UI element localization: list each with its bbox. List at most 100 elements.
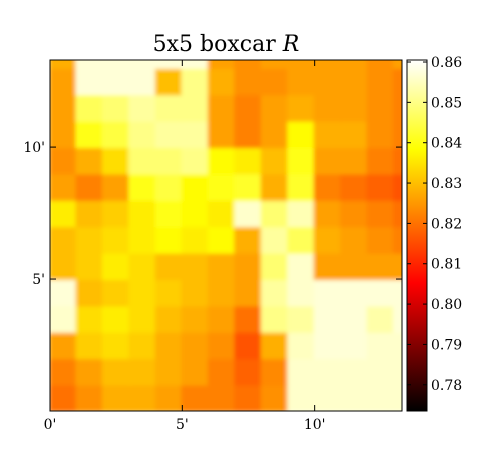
heatmap-cell (50, 304, 78, 333)
heatmap-cell (207, 146, 237, 175)
heatmap-cell (366, 330, 396, 360)
heatmap-cell (207, 383, 237, 411)
heatmap-cell (313, 198, 343, 228)
colorbar-tick-label: 0.80 (431, 297, 462, 313)
heatmap-cell (154, 198, 184, 228)
heatmap-cell (154, 146, 184, 175)
heatmap-cell (181, 119, 210, 149)
heatmap-cell (340, 146, 369, 175)
heatmap-cell (50, 172, 78, 201)
heatmap-cell (234, 278, 263, 307)
heatmap-cell (101, 119, 131, 149)
heatmap-cell (366, 278, 396, 307)
heatmap-cell (75, 146, 104, 175)
heatmap-cell (154, 119, 184, 149)
colorbar-tick-label: 0.86 (431, 55, 462, 71)
heatmap-cell (154, 172, 184, 201)
heatmap-cell (393, 357, 402, 386)
heatmap-cell (366, 93, 396, 122)
x-tick-label: 5' (176, 417, 189, 433)
x-tick-label: 10' (304, 417, 326, 433)
heatmap-cell (313, 66, 343, 96)
heatmap-cell (234, 383, 263, 411)
heatmap-cell (340, 251, 369, 281)
heatmap-cell (207, 93, 237, 122)
heatmap-cell (287, 278, 316, 307)
heatmap-cell (50, 66, 78, 96)
heatmap-cell (234, 119, 263, 149)
heatmap-cell (340, 93, 369, 122)
heatmap-cell (101, 304, 131, 333)
heatmap-cell (393, 330, 402, 360)
colorbar-tick-label: 0.79 (431, 337, 462, 353)
heatmap-cell (313, 146, 343, 175)
heatmap-cell (340, 119, 369, 149)
heatmap-cell (50, 119, 78, 149)
heatmap-cell (234, 172, 263, 201)
heatmap-cell (313, 251, 343, 281)
heatmap-cell (234, 198, 263, 228)
heatmap-cell (101, 357, 131, 386)
heatmap-cell (207, 225, 237, 254)
heatmap-cell (393, 225, 402, 254)
heatmap-cell (313, 278, 343, 307)
plot-frame (49, 59, 403, 412)
heatmap-cell (50, 93, 78, 122)
heatmap-cell (154, 357, 184, 386)
heatmap-cell (128, 119, 157, 149)
heatmap-cell (207, 251, 237, 281)
heatmap-cell (128, 304, 157, 333)
heatmap-cell (287, 119, 316, 149)
y-tick-label: 5' (32, 272, 45, 288)
heatmap-cell (181, 225, 210, 254)
heatmap-cell (75, 60, 104, 69)
heatmap-cell (287, 60, 316, 69)
heatmap-cell (287, 172, 316, 201)
heatmap-cell (101, 198, 131, 228)
heatmap-cell (181, 146, 210, 175)
heatmap-cell (366, 146, 396, 175)
heatmap-cell (234, 330, 263, 360)
heatmap-cell (181, 93, 210, 122)
heatmap-cell (260, 146, 290, 175)
heatmap-cell (181, 278, 210, 307)
heatmap-cell (128, 146, 157, 175)
heatmap-cell (260, 251, 290, 281)
heatmap-cell (287, 198, 316, 228)
heatmap-cell (101, 172, 131, 201)
heatmap-cell (366, 66, 396, 96)
heatmap-cell (260, 93, 290, 122)
heatmap-cell (207, 119, 237, 149)
heatmap-cell (287, 304, 316, 333)
heatmap-cell (234, 146, 263, 175)
heatmap-cell (154, 60, 184, 69)
heatmap-cell (313, 60, 343, 69)
heatmap-cell (207, 60, 237, 69)
heatmap-cell (75, 66, 104, 96)
heatmap-cell (128, 66, 157, 96)
chart-title: 5x5 boxcar R (153, 32, 300, 57)
heatmap-cell (128, 93, 157, 122)
heatmap-cell (207, 198, 237, 228)
heatmap-cell (50, 146, 78, 175)
heatmap-cell (101, 330, 131, 360)
colorbar-tick-label: 0.78 (431, 378, 462, 394)
heatmap-cell (128, 278, 157, 307)
heatmap-cell (393, 251, 402, 281)
colorbar-tick-label: 0.85 (431, 95, 462, 111)
heatmap-cell (393, 198, 402, 228)
colorbar-tick-label: 0.81 (431, 257, 462, 273)
heatmap-cell (101, 278, 131, 307)
heatmap-cell (154, 251, 184, 281)
heatmap-cell (181, 304, 210, 333)
heatmap-cell (101, 225, 131, 254)
heatmap-cell (393, 383, 402, 411)
heatmap-cell (128, 60, 157, 69)
chart-title-symbol: R (282, 32, 300, 57)
heatmap-cell (340, 357, 369, 386)
heatmap-cell (366, 172, 396, 201)
x-axis: 0' 5' 10' (44, 60, 326, 433)
heatmap-cell (287, 357, 316, 386)
heatmap-cell (340, 383, 369, 411)
